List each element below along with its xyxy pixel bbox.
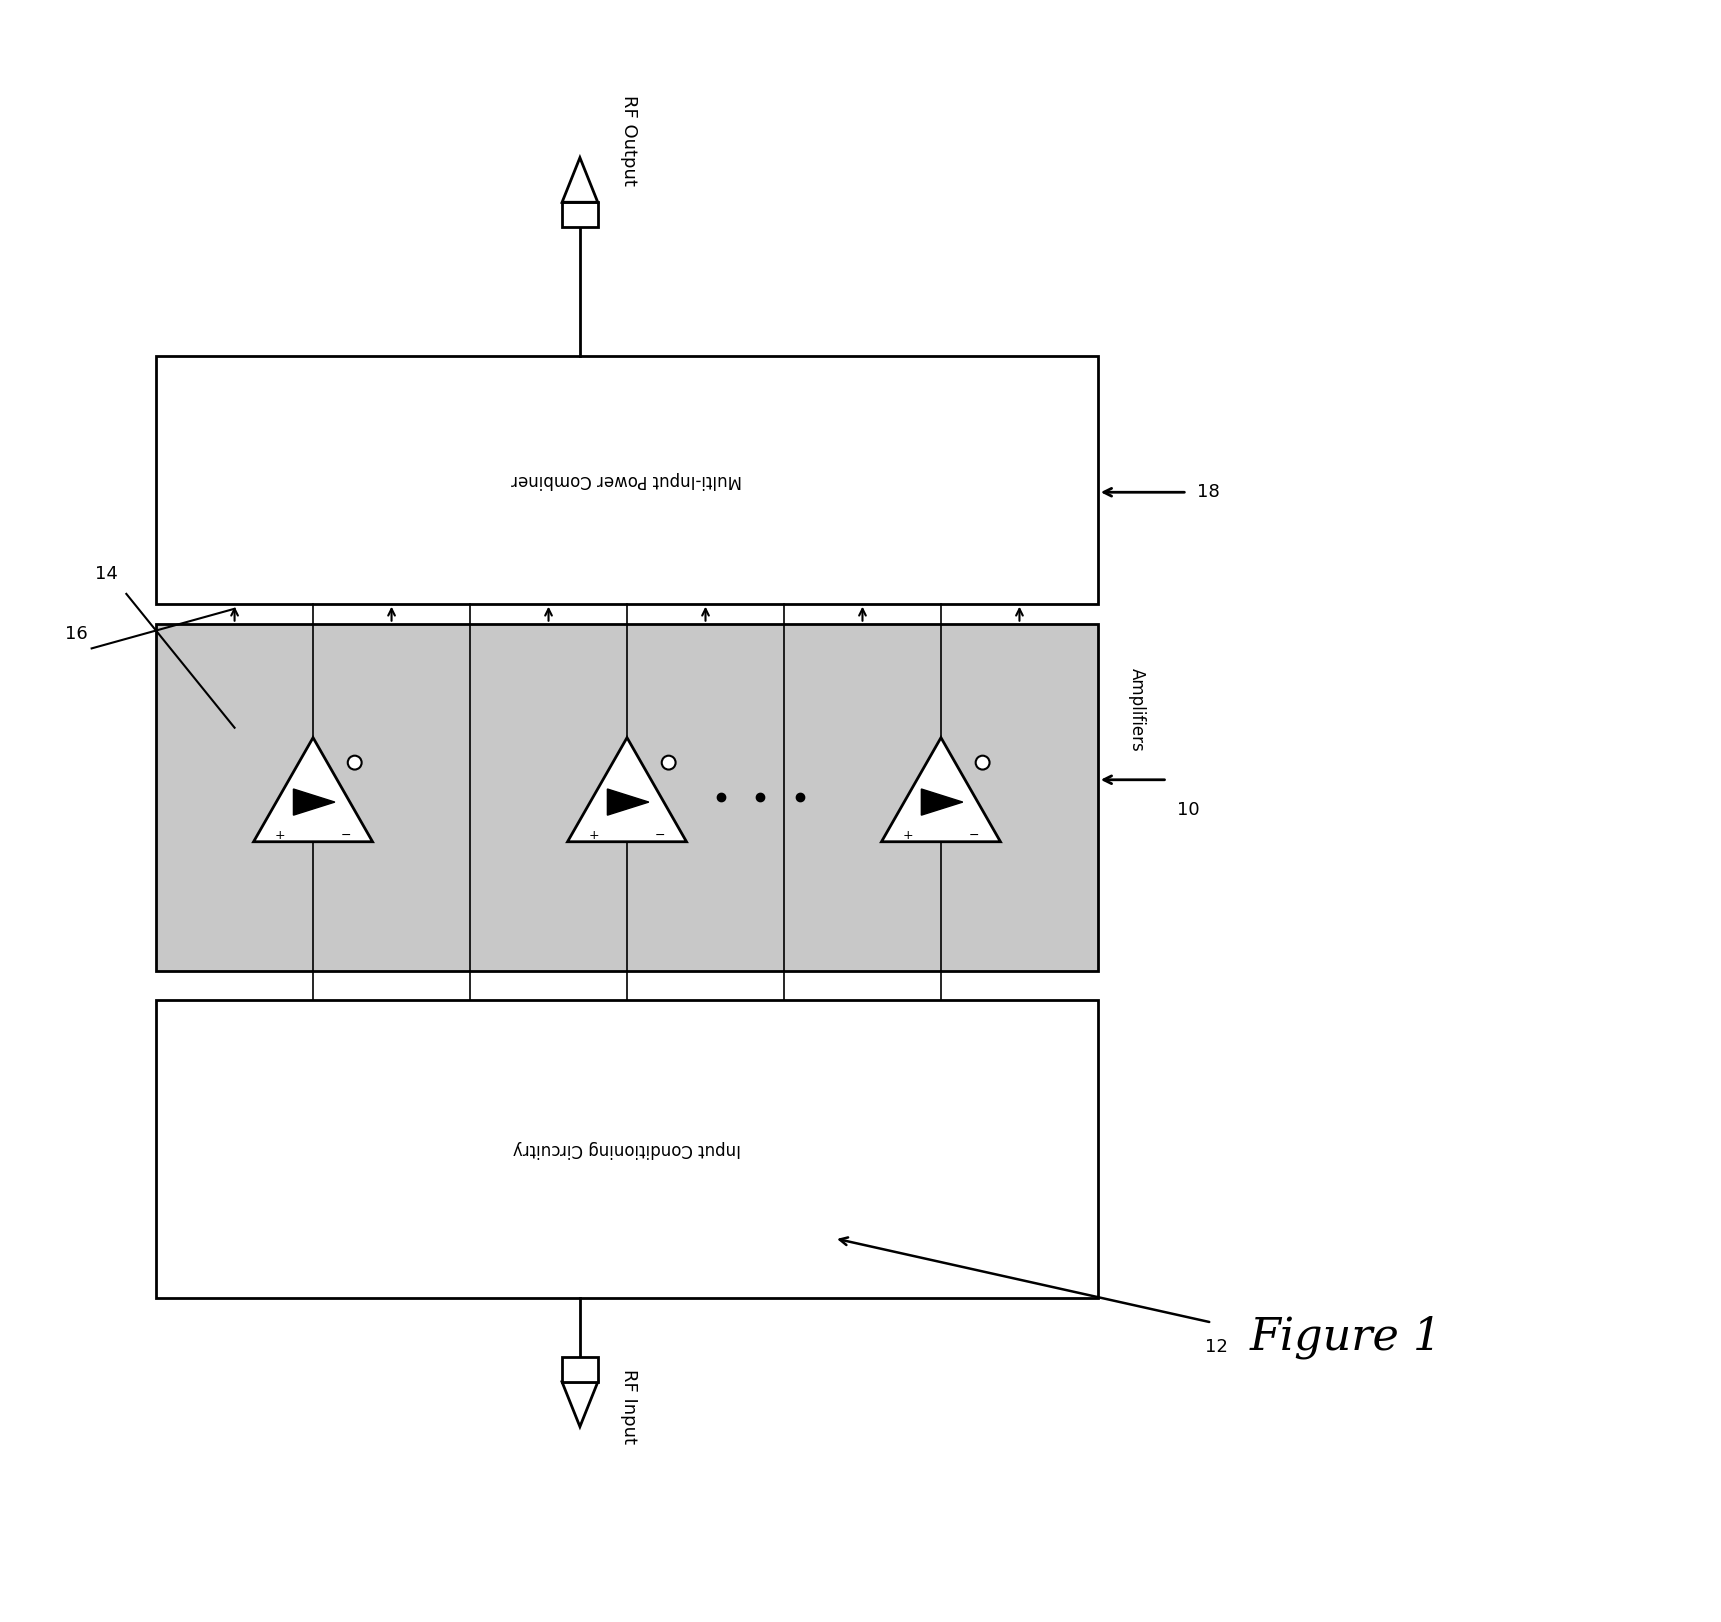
Text: 14: 14 <box>95 564 119 582</box>
Text: RF Input: RF Input <box>620 1369 637 1444</box>
Polygon shape <box>881 738 1000 842</box>
Text: Amplifiers: Amplifiers <box>1127 668 1146 753</box>
Text: 18: 18 <box>1198 483 1220 501</box>
Text: 10: 10 <box>1177 801 1200 819</box>
Polygon shape <box>568 738 687 842</box>
Text: 16: 16 <box>65 624 88 642</box>
Bar <box>157 355 1098 603</box>
Polygon shape <box>921 788 962 816</box>
Text: −: − <box>654 829 664 842</box>
Polygon shape <box>253 738 372 842</box>
Circle shape <box>661 756 676 769</box>
Polygon shape <box>294 788 336 816</box>
Text: RF Output: RF Output <box>620 94 637 187</box>
Bar <box>563 1358 597 1382</box>
Bar <box>563 203 597 227</box>
Polygon shape <box>563 157 597 203</box>
Text: +: + <box>589 829 599 842</box>
Text: Input Conditioning Circuitry: Input Conditioning Circuitry <box>513 1140 742 1158</box>
Text: +: + <box>904 829 914 842</box>
Polygon shape <box>608 788 649 816</box>
Text: −: − <box>341 829 351 842</box>
Circle shape <box>976 756 990 769</box>
Text: Figure 1: Figure 1 <box>1249 1315 1442 1359</box>
Text: +: + <box>275 829 286 842</box>
Text: Multi-Input Power Combiner: Multi-Input Power Combiner <box>511 470 742 488</box>
Polygon shape <box>563 1382 597 1427</box>
Text: −: − <box>969 829 979 842</box>
Bar <box>157 623 1098 970</box>
Circle shape <box>348 756 361 769</box>
Text: 12: 12 <box>1205 1338 1229 1356</box>
Bar <box>157 1001 1098 1298</box>
